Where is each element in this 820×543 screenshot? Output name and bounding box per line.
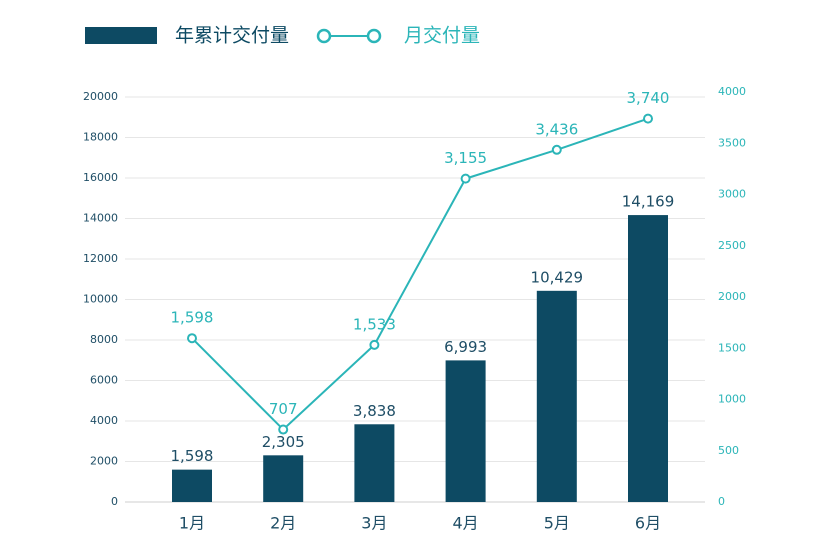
line-value-label: 1,598	[171, 309, 214, 327]
y2-tick-label: 2000	[718, 290, 746, 303]
bar-value-label: 1,598	[171, 447, 214, 465]
line-value-label: 3,155	[444, 149, 487, 167]
line-marker	[643, 113, 653, 124]
legend-swatch	[85, 27, 157, 44]
y-tick-label: 16000	[83, 171, 118, 184]
x-tick-label: 6月	[635, 514, 661, 533]
line-marker	[187, 333, 197, 344]
y2-tick-label: 3000	[718, 188, 746, 201]
line-value-label: 1,533	[353, 315, 396, 333]
legend-marker	[316, 28, 332, 44]
y-tick-label: 12000	[83, 252, 118, 265]
bar	[263, 455, 304, 502]
bar-value-label: 3,838	[353, 402, 396, 420]
x-tick-label: 5月	[544, 514, 570, 533]
y-tick-label: 20000	[83, 90, 118, 103]
x-tick-label: 2月	[270, 514, 296, 533]
bar-value-label: 6,993	[444, 338, 487, 356]
x-tick-label: 1月	[179, 514, 205, 533]
y-tick-label: 0	[111, 495, 118, 508]
bar	[628, 215, 668, 502]
y2-tick-label: 0	[718, 495, 725, 508]
y2-tick-label: 1000	[718, 393, 746, 406]
line-marker	[551, 144, 562, 155]
x-tick-label: 4月	[453, 514, 479, 533]
y-tick-label: 14000	[83, 212, 118, 225]
line-marker	[460, 173, 471, 184]
y2-tick-label: 1500	[718, 341, 746, 354]
bar-value-label: 10,429	[531, 268, 584, 286]
y2-tick-label: 500	[718, 444, 739, 457]
y-tick-label: 6000	[90, 374, 118, 387]
line-value-label: 3,740	[627, 89, 670, 107]
bar	[536, 290, 577, 502]
y-tick-label: 8000	[90, 333, 118, 346]
line-value-label: 3,436	[535, 120, 578, 138]
bar-value-label: 14,169	[622, 193, 675, 211]
y2-tick-label: 2500	[718, 239, 746, 252]
y2-tick-label: 3500	[718, 136, 746, 149]
bar-value-label: 2,305	[262, 433, 305, 451]
y-tick-label: 4000	[90, 414, 118, 427]
line-marker	[369, 339, 380, 350]
y-tick-label: 2000	[90, 455, 118, 468]
bar	[354, 424, 395, 502]
y-tick-label: 18000	[83, 131, 118, 144]
legend-label: 年累计交付量	[175, 25, 289, 47]
y2-tick-label: 4000	[718, 85, 746, 98]
line-marker	[278, 424, 289, 435]
line	[191, 117, 649, 431]
line-value-label: 707	[269, 400, 298, 418]
legend-label: 月交付量	[404, 25, 480, 47]
bar	[172, 469, 212, 502]
legend-marker	[366, 28, 382, 44]
bar	[445, 360, 486, 502]
y-tick-label: 10000	[83, 293, 118, 306]
x-tick-label: 3月	[361, 514, 387, 533]
